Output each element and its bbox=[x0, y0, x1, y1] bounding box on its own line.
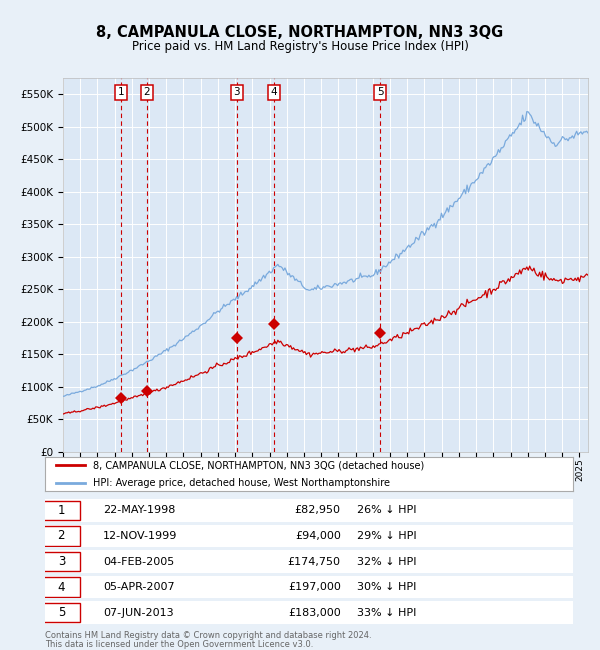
FancyBboxPatch shape bbox=[43, 526, 80, 545]
Text: Price paid vs. HM Land Registry's House Price Index (HPI): Price paid vs. HM Land Registry's House … bbox=[131, 40, 469, 53]
Text: £82,950: £82,950 bbox=[295, 505, 341, 515]
Text: 07-JUN-2013: 07-JUN-2013 bbox=[103, 608, 174, 617]
Text: 5: 5 bbox=[58, 606, 65, 619]
Text: 22-MAY-1998: 22-MAY-1998 bbox=[103, 505, 175, 515]
Text: £174,750: £174,750 bbox=[287, 556, 341, 567]
Text: 4: 4 bbox=[58, 580, 65, 593]
Text: 2: 2 bbox=[58, 529, 65, 542]
FancyBboxPatch shape bbox=[43, 577, 80, 597]
Text: 1: 1 bbox=[118, 87, 124, 98]
Text: £94,000: £94,000 bbox=[295, 531, 341, 541]
Text: HPI: Average price, detached house, West Northamptonshire: HPI: Average price, detached house, West… bbox=[92, 478, 389, 488]
Text: 5: 5 bbox=[377, 87, 383, 98]
Text: 30% ↓ HPI: 30% ↓ HPI bbox=[356, 582, 416, 592]
Text: 05-APR-2007: 05-APR-2007 bbox=[103, 582, 175, 592]
Text: 04-FEB-2005: 04-FEB-2005 bbox=[103, 556, 175, 567]
Text: 33% ↓ HPI: 33% ↓ HPI bbox=[356, 608, 416, 617]
FancyBboxPatch shape bbox=[43, 552, 80, 571]
Text: This data is licensed under the Open Government Licence v3.0.: This data is licensed under the Open Gov… bbox=[45, 640, 313, 649]
FancyBboxPatch shape bbox=[43, 500, 80, 520]
Text: 4: 4 bbox=[271, 87, 277, 98]
FancyBboxPatch shape bbox=[43, 603, 80, 623]
Text: 1: 1 bbox=[58, 504, 65, 517]
Text: 2: 2 bbox=[143, 87, 150, 98]
Text: 8, CAMPANULA CLOSE, NORTHAMPTON, NN3 3QG (detached house): 8, CAMPANULA CLOSE, NORTHAMPTON, NN3 3QG… bbox=[92, 460, 424, 471]
Text: Contains HM Land Registry data © Crown copyright and database right 2024.: Contains HM Land Registry data © Crown c… bbox=[45, 630, 371, 640]
Text: 32% ↓ HPI: 32% ↓ HPI bbox=[356, 556, 416, 567]
Text: 3: 3 bbox=[233, 87, 240, 98]
Text: £197,000: £197,000 bbox=[288, 582, 341, 592]
Text: 3: 3 bbox=[58, 555, 65, 568]
Text: 29% ↓ HPI: 29% ↓ HPI bbox=[356, 531, 416, 541]
Text: 26% ↓ HPI: 26% ↓ HPI bbox=[356, 505, 416, 515]
Text: 12-NOV-1999: 12-NOV-1999 bbox=[103, 531, 178, 541]
Text: £183,000: £183,000 bbox=[288, 608, 341, 617]
Text: 8, CAMPANULA CLOSE, NORTHAMPTON, NN3 3QG: 8, CAMPANULA CLOSE, NORTHAMPTON, NN3 3QG bbox=[97, 25, 503, 40]
